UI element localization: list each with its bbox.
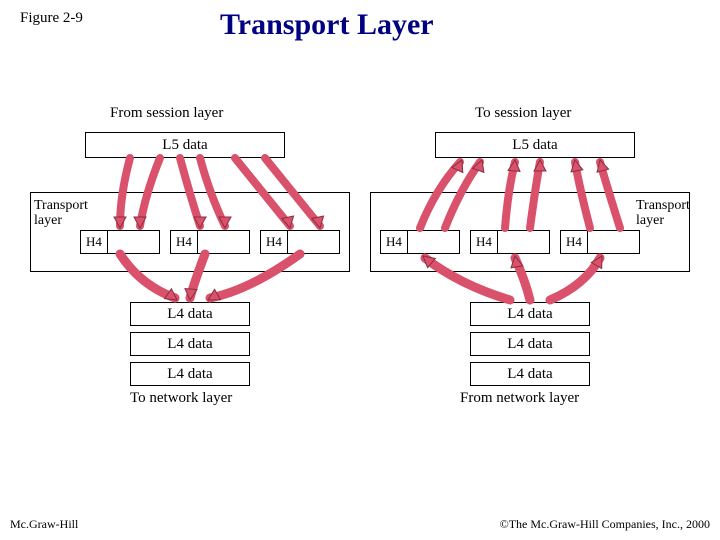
h4-left-3: H4: [260, 230, 288, 254]
transport-layer-label-right: Transportlayer: [636, 198, 690, 229]
footer-right: ©The Mc.Graw-Hill Companies, Inc., 2000: [500, 517, 710, 532]
l4-data-right-3: L4 data: [470, 362, 590, 386]
l4-data-left-2: L4 data: [130, 332, 250, 356]
from-network-label: From network layer: [460, 390, 579, 407]
footer-left: Mc.Graw-Hill: [10, 517, 78, 532]
from-session-label: From session layer: [110, 105, 223, 122]
h4-left-2: H4: [170, 230, 198, 254]
page-title: Transport Layer: [220, 8, 434, 42]
to-session-label: To session layer: [475, 105, 571, 122]
l4-data-left-1: L4 data: [130, 302, 250, 326]
l4-data-right-1: L4 data: [470, 302, 590, 326]
l4-data-left-3: L4 data: [130, 362, 250, 386]
figure-label: Figure 2-9: [20, 10, 83, 27]
l4-data-right-2: L4 data: [470, 332, 590, 356]
l5-data-box-left: L5 data: [85, 132, 285, 158]
transport-layer-label-left: Transportlayer: [34, 198, 88, 229]
transport-layer-diagram: From session layer L5 data Transportlaye…: [30, 100, 690, 410]
h4-right-2: H4: [470, 230, 498, 254]
h4-right-3: H4: [560, 230, 588, 254]
l5-data-box-right: L5 data: [435, 132, 635, 158]
h4-right-1: H4: [380, 230, 408, 254]
to-network-label: To network layer: [130, 390, 232, 407]
h4-left-1: H4: [80, 230, 108, 254]
